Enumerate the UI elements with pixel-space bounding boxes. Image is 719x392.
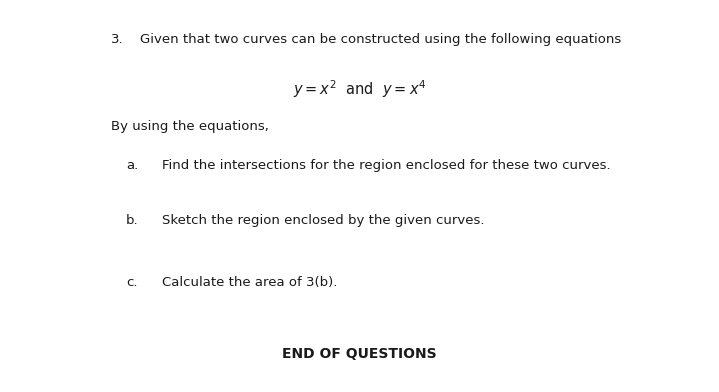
Text: Calculate the area of 3(b).: Calculate the area of 3(b).	[162, 276, 337, 289]
Text: b.: b.	[126, 214, 139, 227]
Text: c.: c.	[126, 276, 137, 289]
Text: $y = x^2$  and  $y = x^4$: $y = x^2$ and $y = x^4$	[293, 78, 426, 100]
Text: Find the intersections for the region enclosed for these two curves.: Find the intersections for the region en…	[162, 159, 610, 172]
Text: By using the equations,: By using the equations,	[111, 120, 270, 132]
Text: Sketch the region enclosed by the given curves.: Sketch the region enclosed by the given …	[162, 214, 485, 227]
Text: a.: a.	[126, 159, 138, 172]
Text: 3.: 3.	[111, 33, 124, 46]
Text: Given that two curves can be constructed using the following equations: Given that two curves can be constructed…	[140, 33, 621, 46]
Text: END OF QUESTIONS: END OF QUESTIONS	[282, 347, 437, 361]
